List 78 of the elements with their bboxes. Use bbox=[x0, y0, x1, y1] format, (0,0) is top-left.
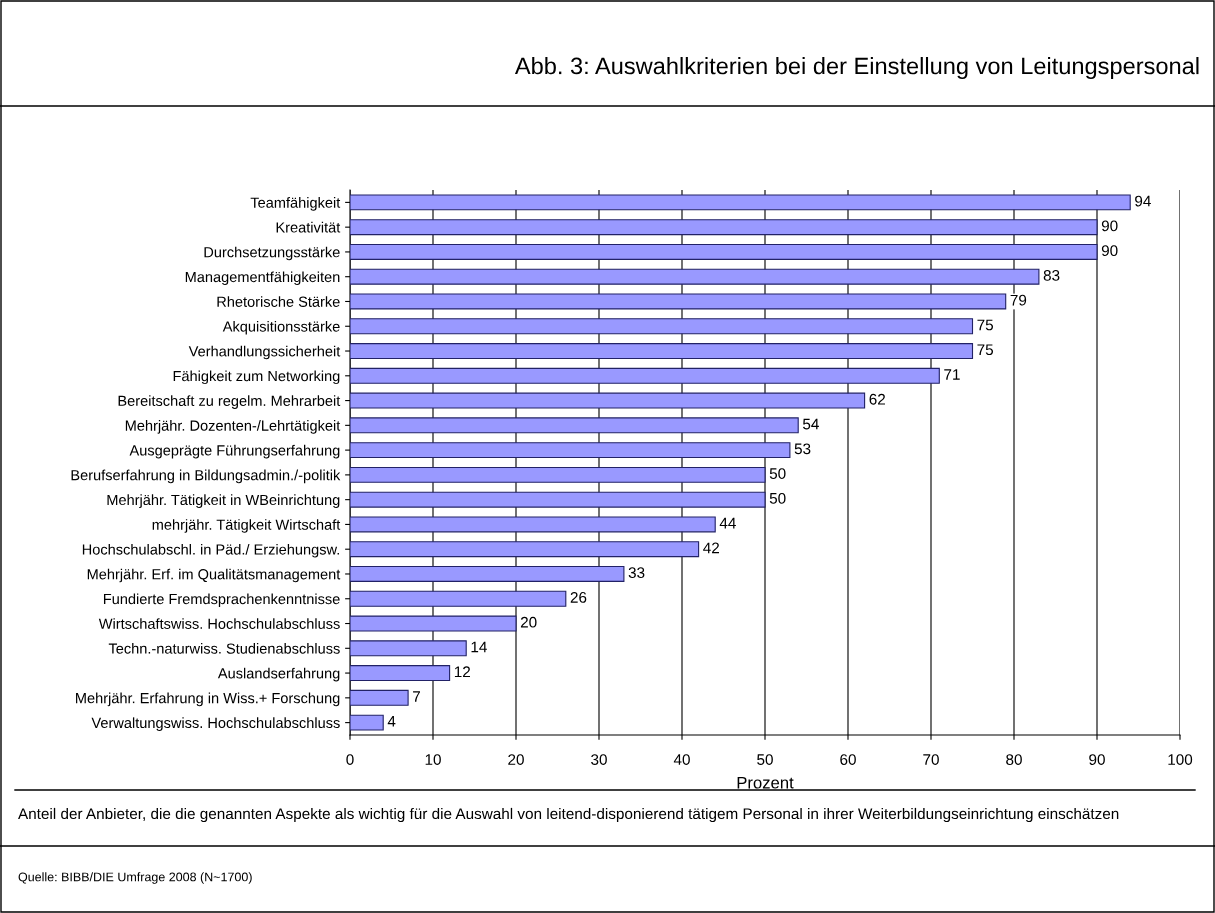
x-tick-label: 30 bbox=[591, 754, 607, 765]
data-label: 54 bbox=[802, 418, 819, 430]
data-label: 44 bbox=[719, 517, 736, 529]
data-label: 4 bbox=[387, 716, 396, 727]
y-tick-label: Fähigkeit zum Networking bbox=[173, 370, 340, 385]
x-tick-label: 10 bbox=[425, 754, 441, 765]
y-tick-label: Akquisitionsstärke bbox=[222, 320, 340, 335]
y-tick-label: Berufserfahrung in Bildungsadmin./-politik bbox=[71, 469, 341, 484]
data-label: 62 bbox=[869, 393, 885, 405]
data-label: 75 bbox=[977, 319, 994, 331]
x-tick-label: 60 bbox=[840, 754, 856, 765]
x-tick-label: 80 bbox=[1006, 754, 1022, 765]
text: Anteil der Anbieter, die die genannten Aspekte als wichtig für die Auswahl von leitend-disponierend tätigem Personal in ihrer Weiterbildungseinrichtung einschätzen bbox=[18, 807, 1119, 823]
bar bbox=[350, 466, 766, 483]
bar bbox=[350, 565, 625, 582]
bar bbox=[350, 219, 1098, 236]
bar bbox=[350, 590, 567, 607]
bar bbox=[350, 367, 940, 384]
data-label: 90 bbox=[1101, 245, 1118, 257]
chart-title: Abb. 3: Auswahlkriterien bei der Einstellung von Leitungspersonal bbox=[514, 57, 1199, 79]
bar bbox=[350, 417, 799, 434]
y-tick-label: Teamfähigkeit bbox=[250, 197, 341, 211]
bar bbox=[350, 268, 1040, 285]
bar bbox=[350, 194, 1131, 211]
bar bbox=[350, 640, 467, 657]
bar bbox=[350, 714, 384, 731]
y-tick-label: Wirtschaftswiss. Hochschulabschluss bbox=[98, 618, 340, 629]
y-tick-label: Managementfähigkeiten bbox=[185, 271, 340, 286]
x-tick-label: 0 bbox=[346, 754, 354, 765]
bar bbox=[350, 343, 974, 360]
x-axis-title: Prozent bbox=[737, 776, 794, 789]
data-label: 50 bbox=[769, 492, 786, 504]
data-label: 71 bbox=[944, 369, 960, 380]
y-tick-label: Mehrjähr. Erfahrung in Wiss.+ Forschung bbox=[76, 692, 340, 707]
bar bbox=[350, 491, 766, 508]
y-tick-label: Ausgeprägte Führungserfahrung bbox=[129, 444, 340, 459]
x-tick-label: 100 bbox=[1168, 754, 1193, 765]
data-label: 7 bbox=[413, 691, 420, 702]
data-label: 14 bbox=[471, 641, 487, 653]
y-tick-label: Verwaltungswiss. Hochschulabschluss bbox=[91, 717, 340, 731]
y-tick-label: Bereitschaft zu regelm. Mehrarbeit bbox=[118, 395, 341, 409]
y-tick-label: Fundierte Fremdsprachenkenntnisse bbox=[103, 593, 340, 608]
source-note: Quelle: BIBB/DIE Umfrage 2008 (N~1700) bbox=[18, 872, 252, 884]
y-tick-label: Durchsetzungsstärke bbox=[204, 246, 340, 261]
data-label: 20 bbox=[520, 616, 537, 628]
x-tick-label: 40 bbox=[673, 754, 690, 765]
x-tick-label: 90 bbox=[1089, 754, 1105, 765]
data-label: 33 bbox=[628, 567, 645, 579]
bar bbox=[350, 516, 716, 533]
data-label: 75 bbox=[977, 344, 994, 356]
y-tick-label: mehrjähr. Tätigkeit Wirtschaft bbox=[152, 519, 341, 533]
data-label: 53 bbox=[794, 443, 811, 455]
data-label: 94 bbox=[1135, 195, 1151, 207]
data-label: 90 bbox=[1101, 220, 1118, 232]
y-tick-label: Verhandlungssicherheit bbox=[188, 345, 341, 360]
y-tick-label: Hochschulabschl. in Päd./ Erziehungsw. bbox=[82, 543, 339, 558]
bar bbox=[350, 243, 1098, 260]
y-tick-label: Techn.-naturwiss. Studienabschluss bbox=[108, 643, 340, 654]
bar bbox=[350, 665, 451, 682]
bar bbox=[350, 615, 517, 632]
x-tick-label: 70 bbox=[923, 754, 939, 765]
y-tick-label: Auslandserfahrung bbox=[217, 667, 340, 682]
y-tick-label: Kreativität bbox=[276, 221, 341, 233]
y-tick-label: Mehrjähr. Tätigkeit in WBeinrichtung bbox=[107, 494, 340, 508]
data-label: 50 bbox=[769, 468, 786, 479]
y-tick-label: Rhetorische Stärke bbox=[217, 296, 340, 307]
bar bbox=[350, 293, 1007, 310]
data-label: 83 bbox=[1043, 269, 1060, 281]
y-tick-label: Mehrjähr. Dozenten-/Lehrtätigkeit bbox=[125, 420, 341, 434]
data-label: 79 bbox=[1010, 294, 1027, 306]
bar bbox=[350, 689, 409, 706]
data-label: 42 bbox=[703, 542, 719, 554]
x-tick-label: 50 bbox=[757, 754, 773, 765]
data-label: 12 bbox=[454, 666, 470, 678]
y-tick-label: Mehrjähr. Erf. im Qualitätsmanagement bbox=[87, 568, 341, 583]
bar bbox=[350, 442, 791, 459]
data-label: 26 bbox=[570, 592, 587, 603]
x-tick-label: 20 bbox=[508, 754, 524, 765]
